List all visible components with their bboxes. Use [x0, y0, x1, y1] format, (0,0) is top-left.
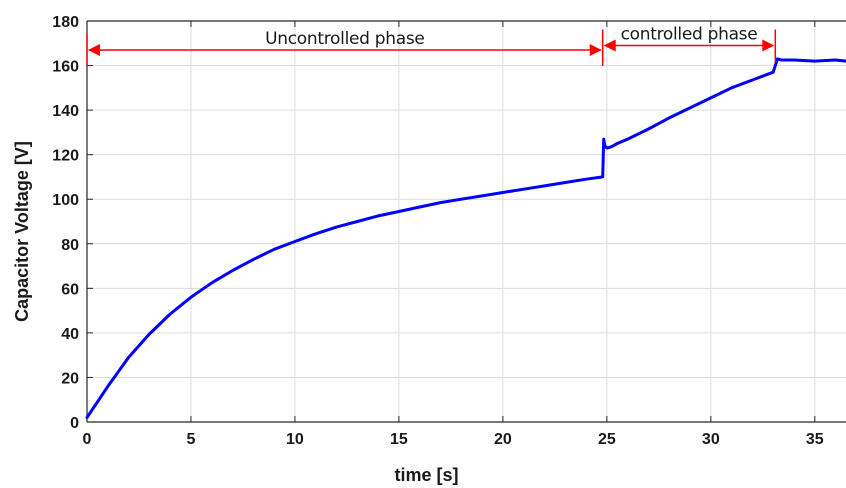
uncontrolled-phase-annotation: Uncontrolled phase: [86, 29, 604, 66]
y-tick-label: 120: [52, 148, 79, 165]
x-tick-label: 35: [806, 431, 824, 448]
arrowhead-left: [603, 39, 616, 52]
phase-label: Uncontrolled phase: [265, 29, 424, 49]
x-tick-label: 10: [286, 431, 304, 448]
y-tick-label: 80: [61, 237, 79, 254]
arrowhead-right: [589, 43, 602, 56]
y-tick-label: 180: [52, 14, 79, 31]
controlled-phase-annotation: controlled phase: [601, 25, 777, 62]
x-axis-ticks: 0 5 10 15 20 25 30 35: [83, 21, 824, 448]
y-tick-label: 20: [61, 370, 79, 387]
annotation-layer: Uncontrolled phase controlled phase: [86, 25, 777, 66]
arrowhead-left: [88, 43, 100, 56]
x-tick-label: 15: [390, 431, 408, 448]
phase-label: controlled phase: [621, 25, 758, 45]
y-axis-ticks: 0 20 40 60 80 100 120 140 160 180: [52, 14, 93, 432]
series-layer: [85, 57, 846, 419]
y-tick-label: 140: [52, 103, 79, 120]
axes: [86, 20, 846, 423]
y-tick-label: 100: [52, 192, 79, 209]
x-tick-label: 0: [83, 431, 92, 448]
x-tick-label: 20: [494, 431, 512, 448]
capacitor-voltage-line: [85, 57, 846, 419]
y-tick-label: 160: [52, 59, 79, 76]
y-axis-title: Capacitor Voltage [V]: [12, 141, 32, 322]
x-tick-label: 30: [702, 431, 720, 448]
x-axis-title: time [s]: [394, 465, 458, 485]
arrowhead-right: [762, 39, 775, 52]
x-tick-label: 5: [187, 431, 196, 448]
x-tick-label: 25: [598, 431, 616, 448]
y-tick-label: 40: [61, 326, 79, 343]
y-tick-label: 60: [61, 281, 79, 298]
y-tick-label: 0: [70, 415, 79, 432]
